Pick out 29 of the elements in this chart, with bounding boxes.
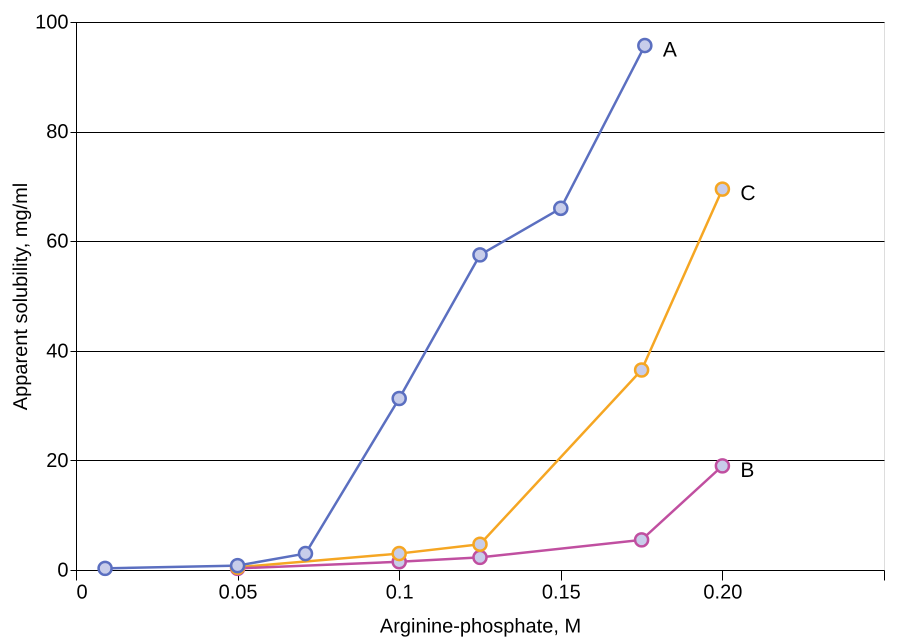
x-tick-label: 0.20 bbox=[703, 582, 742, 604]
x-tick-label: 0.1 bbox=[386, 582, 414, 604]
point bbox=[634, 362, 650, 378]
point bbox=[97, 560, 113, 576]
point bbox=[634, 532, 650, 548]
series-label: B bbox=[740, 458, 754, 482]
y-tick-label: 100 bbox=[35, 12, 68, 34]
point bbox=[553, 200, 569, 216]
y-tick-label: 20 bbox=[46, 450, 68, 472]
point bbox=[472, 536, 488, 552]
point bbox=[472, 550, 488, 566]
point bbox=[472, 247, 488, 263]
y-axis-title: Apparent solubility, mg/ml bbox=[10, 182, 32, 410]
point bbox=[714, 458, 730, 474]
x-axis-title: Arginine-phosphate, M bbox=[380, 616, 582, 638]
y-tick-label: 60 bbox=[46, 230, 68, 253]
point bbox=[298, 546, 314, 562]
x-tick-label: 0.15 bbox=[542, 582, 581, 604]
point bbox=[391, 546, 407, 562]
point bbox=[714, 181, 730, 197]
x-tick-label: 0 bbox=[76, 582, 88, 604]
series-label: C bbox=[740, 182, 756, 206]
y-tick-label: 0 bbox=[57, 560, 68, 582]
point bbox=[391, 390, 407, 406]
y-tick-label: 40 bbox=[46, 340, 68, 362]
point bbox=[637, 38, 653, 54]
y-tick-label: 80 bbox=[46, 121, 68, 144]
series-label: A bbox=[662, 38, 677, 62]
x-tick-label: 0.05 bbox=[218, 582, 258, 604]
